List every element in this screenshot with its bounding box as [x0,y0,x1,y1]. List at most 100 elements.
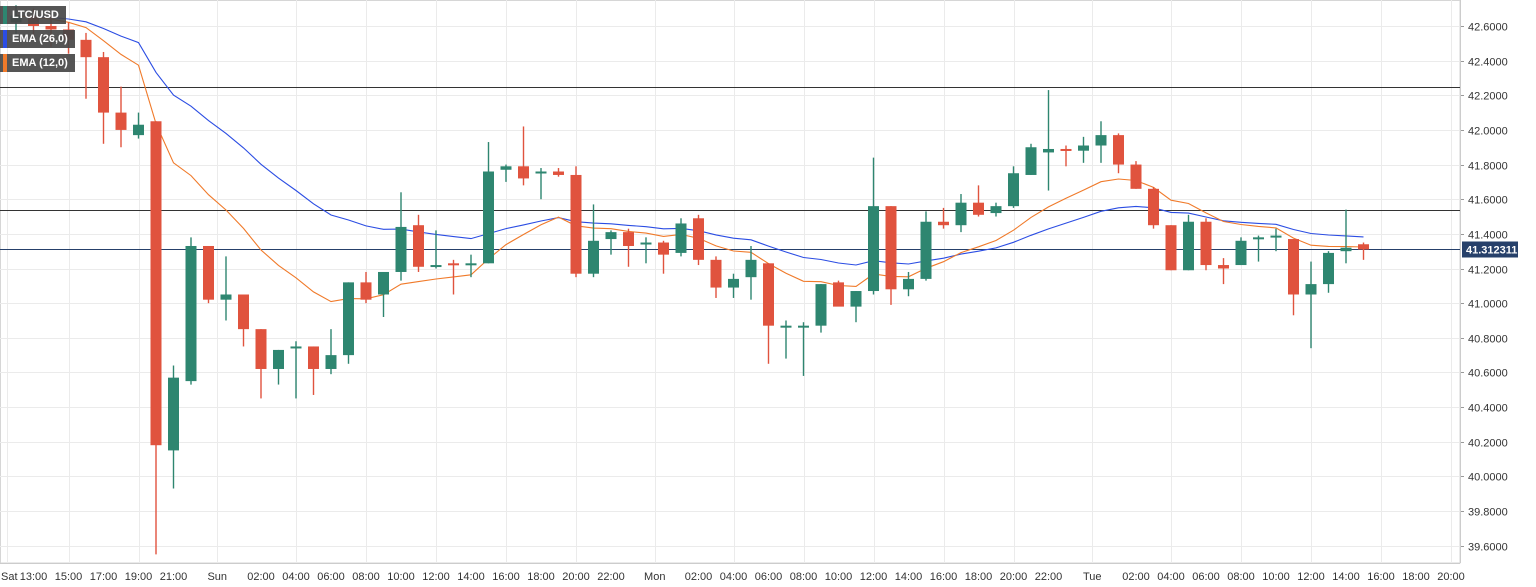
candle [255,329,267,399]
candle [1130,161,1142,189]
y-tick-label: 42.4000 [1468,57,1508,69]
x-tick-label: Mon [644,571,665,583]
x-tick-label: 10:00 [825,571,853,583]
x-tick-label: 14:00 [895,571,923,583]
candle-body [150,121,162,446]
candle [553,168,564,177]
y-tick-label: 41.0000 [1468,299,1508,311]
candle [465,254,477,278]
candle [150,121,162,555]
candle [378,271,389,318]
x-tick-label: 18:00 [527,571,555,583]
x-tick-label: 16:00 [492,571,520,583]
candle-body [658,242,669,255]
candle-body [693,218,704,260]
candle-body [990,206,1002,214]
candle-body [588,240,599,274]
candle [308,346,319,395]
x-tick-label: 12:00 [1297,571,1325,583]
candle [920,211,932,281]
candle [1288,239,1299,316]
y-tick-label: 41.2000 [1468,265,1508,277]
candle-body [168,377,179,451]
x-tick-label: 13:00 [20,571,48,583]
candle [850,291,862,323]
y-tick-label: 40.4000 [1468,403,1508,415]
candle [395,192,407,281]
candle-body [518,166,529,179]
x-tick-label: 10:00 [387,571,415,583]
candles [10,5,1369,555]
x-tick-label: 16:00 [1367,571,1395,583]
candle-body [623,232,634,246]
candle-body [448,263,459,266]
candle [1165,225,1177,271]
y-tick-label: 41.4000 [1468,230,1508,242]
x-tick-label: 18:00 [1402,571,1430,583]
x-tick-label: 02:00 [1122,571,1150,583]
candle [605,230,617,255]
candle [325,329,337,375]
candle-body [430,265,442,268]
candle [430,230,442,269]
candle-body [745,259,757,278]
candle [448,259,459,295]
x-tick-label: 06:00 [317,571,345,583]
candle [360,271,372,304]
candle-body [80,39,92,58]
candle-body [640,242,652,245]
candle-body [1165,225,1177,271]
x-tick-label: 20:00 [1437,571,1465,583]
candle [1043,90,1054,191]
candle [728,273,739,298]
candle-body [1148,188,1159,226]
candle-body [273,349,284,369]
candle-body [868,206,879,292]
candle-body [203,245,214,300]
candle-body [1323,252,1334,285]
candle [1253,235,1264,262]
candle [238,294,249,347]
candle [1340,209,1352,264]
x-tick-label: 21:00 [160,571,188,583]
x-tick-label: 12:00 [422,571,450,583]
x-tick-label: 04:00 [1157,571,1185,583]
x-tick-label: Tue [1083,571,1102,583]
candle [955,194,967,233]
candle [1218,258,1229,285]
ema-12-swatch [3,54,7,72]
candle-body [1305,284,1317,295]
candle [1235,237,1247,266]
candle [885,206,897,305]
candle-body [798,325,809,328]
candle [990,202,1002,217]
y-tick-label: 42.6000 [1468,22,1508,34]
candle-body [973,202,984,215]
ema-12-label: EMA (12,0) [12,57,68,69]
x-tick-label: 14:00 [457,571,485,583]
candle-body [413,225,424,267]
ema-lines [15,15,1364,303]
x-tick-label: 08:00 [352,571,380,583]
candle [588,204,599,278]
candle [98,51,109,144]
candle [833,280,844,307]
candle-body [360,282,372,300]
candle [1113,133,1124,174]
candle-body [1078,145,1089,151]
candle [745,245,757,300]
candle [798,322,809,376]
x-tick-label: 15:00 [55,571,83,583]
x-tick-label: 02:00 [247,571,275,583]
candle [710,256,722,298]
candle [1078,136,1089,163]
candle [1095,121,1107,163]
x-tick-label: 17:00 [90,571,118,583]
candle-body [500,166,512,170]
candle-body [1130,164,1142,189]
candle-body [1200,221,1212,266]
candle [220,256,232,321]
candle-body [938,221,949,226]
candle [780,320,792,359]
candle [500,164,512,182]
